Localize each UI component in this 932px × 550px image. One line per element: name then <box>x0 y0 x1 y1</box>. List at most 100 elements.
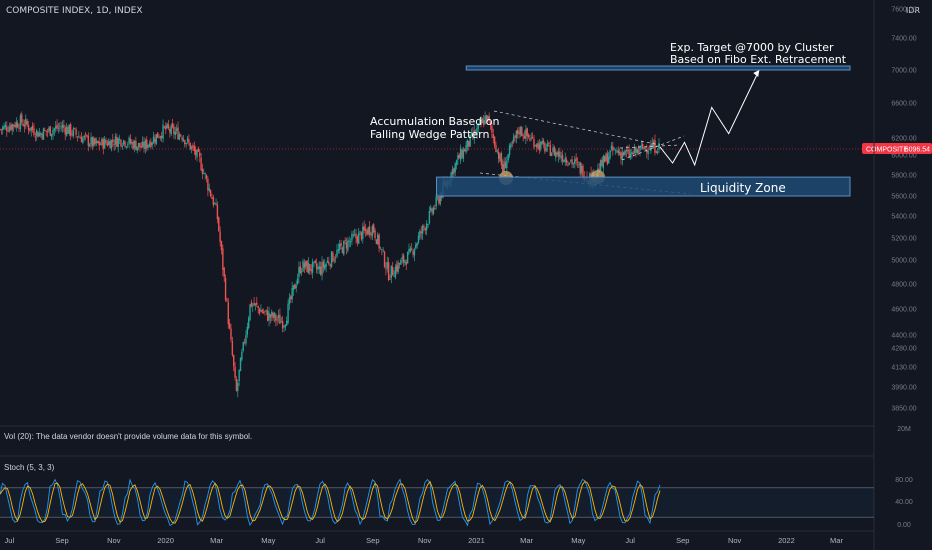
candle-body <box>208 188 210 191</box>
candle-body <box>114 136 117 145</box>
candle-body <box>512 137 515 142</box>
time-tick: Sep <box>676 536 689 545</box>
candle-body <box>131 141 133 144</box>
candle-body <box>530 137 532 139</box>
candle-body <box>564 157 566 162</box>
candle-body <box>647 150 649 155</box>
candle-body <box>601 159 603 167</box>
price-tick: 5800.00 <box>891 173 916 180</box>
candle-body <box>175 128 178 131</box>
candle-body <box>306 260 308 273</box>
time-tick: May <box>261 536 275 545</box>
candle-body <box>231 340 234 356</box>
candle-body <box>0 129 1 130</box>
candle-body <box>117 138 119 148</box>
candle-body <box>389 278 391 280</box>
candle-body <box>253 302 255 306</box>
candle-body <box>16 122 19 128</box>
candle-body <box>171 123 174 128</box>
price-tick: 7400.00 <box>891 36 916 43</box>
candle-body <box>362 226 364 239</box>
candle-body <box>419 230 421 238</box>
candle-body <box>3 125 5 129</box>
price-tick: 6600.00 <box>891 101 916 108</box>
candle-body <box>305 261 307 267</box>
candle-body <box>412 251 414 255</box>
candle-body <box>50 133 53 137</box>
liquidity-zone[interactable] <box>436 176 851 197</box>
candle-body <box>237 382 239 392</box>
candle-body <box>80 137 83 143</box>
candle-body <box>499 154 501 162</box>
stoch-layer <box>0 478 874 527</box>
candle-body <box>355 233 357 239</box>
candle-body <box>500 153 503 166</box>
candle-body <box>469 134 471 147</box>
candle-body <box>41 133 43 139</box>
candle-body <box>317 267 319 270</box>
candle-body <box>181 137 183 140</box>
target-zone[interactable] <box>465 65 851 71</box>
candle-body <box>550 152 553 157</box>
price-tick: 3850.00 <box>891 406 916 413</box>
candle-body <box>163 126 166 128</box>
price-tick: 6000.00 <box>891 153 916 160</box>
candle-body <box>169 129 171 133</box>
candle-body <box>137 143 140 148</box>
candle-body <box>561 154 564 162</box>
candle-body <box>201 168 204 174</box>
price-tick: 7600.00 <box>891 7 916 14</box>
candle-body <box>603 156 606 163</box>
candle-body <box>88 144 91 147</box>
candle-body <box>37 131 39 138</box>
candle-body <box>517 129 519 134</box>
candle-body <box>23 124 26 127</box>
candle-body <box>216 204 219 220</box>
candle-body <box>52 130 54 135</box>
time-tick: Nov <box>728 536 742 545</box>
candle-body <box>325 263 327 267</box>
candle-body <box>78 136 80 138</box>
candle-body <box>416 242 418 246</box>
last-price-value: 6096.54 <box>905 147 930 154</box>
candle-body <box>383 251 386 267</box>
candle-body <box>173 126 175 135</box>
candle-body <box>34 136 37 138</box>
candle-body <box>49 126 51 136</box>
candle-body <box>249 304 251 320</box>
candle-body <box>68 124 70 134</box>
candle-body <box>609 150 611 158</box>
candle-body <box>489 121 492 126</box>
candle-body <box>256 302 258 305</box>
candle-body <box>330 251 333 267</box>
candle-body <box>200 157 202 171</box>
candle-body <box>189 142 191 150</box>
candle-body <box>606 153 609 165</box>
candle-body <box>644 147 647 149</box>
time-tick: Nov <box>107 536 121 545</box>
candle-body <box>343 240 345 255</box>
candle-body <box>599 160 602 171</box>
candle-body <box>182 138 185 142</box>
candle-body <box>541 141 543 144</box>
wedge-upper-line <box>493 110 661 146</box>
candle-body <box>391 266 394 276</box>
candle-body <box>177 127 179 140</box>
candle-body <box>435 196 437 207</box>
candle-body <box>542 140 545 144</box>
candle-body <box>296 278 299 284</box>
candle-body <box>340 242 342 247</box>
candle-body <box>144 140 147 150</box>
candle-body <box>408 249 410 253</box>
candle-body <box>11 124 13 131</box>
candle-body <box>506 160 508 169</box>
candle-body <box>457 154 459 160</box>
candle-body <box>629 153 632 157</box>
candle-body <box>461 150 463 158</box>
time-tick: Mar <box>830 536 843 545</box>
candle-body <box>277 314 280 318</box>
candle-body <box>514 135 516 138</box>
candle-body <box>269 314 272 318</box>
candle-body <box>215 203 217 206</box>
